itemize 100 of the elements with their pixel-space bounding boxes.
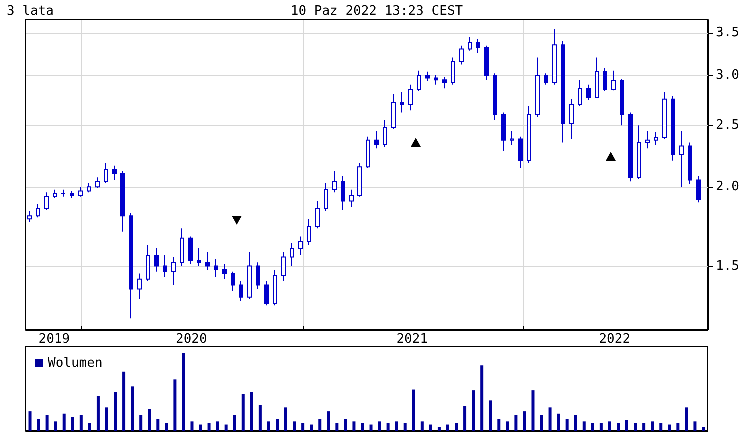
bar <box>685 408 688 431</box>
candlestick <box>662 92 667 140</box>
candlestick <box>501 112 506 152</box>
bar <box>642 423 646 431</box>
candlestick <box>671 96 675 162</box>
x-tick-label: 2019 <box>38 332 70 347</box>
bar <box>480 366 484 431</box>
bar <box>174 380 177 431</box>
chart-title: 3 lata <box>7 4 54 19</box>
bar <box>122 372 126 431</box>
candlestick <box>53 189 57 199</box>
bar <box>276 419 279 431</box>
bar <box>702 427 706 431</box>
bar <box>131 386 134 431</box>
candlestick <box>281 251 286 282</box>
bar <box>540 415 544 431</box>
candlestick <box>578 80 582 108</box>
candlestick <box>120 170 125 232</box>
candlestick <box>417 70 421 92</box>
bar <box>148 409 152 431</box>
candlestick <box>231 271 235 292</box>
candlestick <box>61 189 66 198</box>
bar <box>591 423 594 431</box>
bar <box>114 392 118 431</box>
bar <box>438 427 441 431</box>
candlestick <box>70 190 74 199</box>
bar <box>626 420 629 431</box>
candlestick <box>434 74 438 86</box>
candlestick <box>688 142 692 185</box>
bar <box>224 424 228 431</box>
bar <box>208 423 211 431</box>
x-tick-label: 2021 <box>396 332 428 347</box>
candlestick <box>535 57 540 118</box>
bar <box>71 417 74 431</box>
candlestick <box>163 254 167 278</box>
candlestick <box>628 112 633 182</box>
bar <box>548 408 552 431</box>
bar <box>190 422 194 431</box>
bar <box>608 422 612 431</box>
candlestick <box>611 70 616 92</box>
bar <box>62 414 66 431</box>
candlestick <box>247 251 252 300</box>
bar <box>361 423 364 431</box>
candlestick <box>374 130 379 150</box>
bar <box>455 423 458 431</box>
candlestick <box>459 45 464 66</box>
candlestick <box>552 28 557 86</box>
bar <box>318 419 322 431</box>
bar <box>37 419 40 431</box>
candlestick <box>298 236 303 256</box>
candlestick <box>44 192 49 211</box>
candlestick <box>78 186 83 198</box>
candlestick <box>188 236 193 265</box>
candlestick <box>27 211 32 223</box>
candlestick <box>391 94 396 130</box>
bar <box>165 423 168 431</box>
bar <box>216 422 220 431</box>
candlestick <box>222 264 227 280</box>
bar <box>634 423 638 431</box>
candlestick <box>357 162 362 198</box>
candlestick <box>264 280 269 306</box>
bar <box>557 414 560 431</box>
candlestick <box>620 78 624 126</box>
candlestick <box>527 106 531 164</box>
bar <box>395 422 398 431</box>
bar <box>258 405 262 431</box>
candlestick <box>137 273 142 300</box>
candlestick <box>544 73 548 86</box>
bar <box>302 423 305 431</box>
candlestick <box>468 36 472 52</box>
y-tick-label: 3.5 <box>716 26 740 41</box>
candlestick <box>425 71 430 82</box>
candlestick <box>408 84 413 112</box>
bar <box>498 419 501 431</box>
bar <box>233 415 236 431</box>
candlestick <box>307 218 311 246</box>
bar <box>404 423 407 431</box>
candlestick <box>180 228 184 267</box>
bar <box>242 394 245 431</box>
candlestick <box>595 57 599 99</box>
candlestick <box>476 38 480 54</box>
bar <box>472 390 476 431</box>
bar <box>352 422 356 431</box>
bar <box>489 400 492 431</box>
bar <box>386 423 390 431</box>
bar <box>80 415 83 431</box>
bar <box>327 412 330 431</box>
bar <box>420 422 424 431</box>
bar <box>370 424 373 431</box>
candlestick <box>112 165 117 181</box>
y-tick-label: 2.0 <box>716 180 740 195</box>
candlestick <box>561 40 565 144</box>
candlestick <box>341 176 345 211</box>
bar <box>96 396 100 431</box>
candlestick <box>87 182 91 194</box>
candlestick <box>332 170 337 194</box>
candlestick <box>569 98 574 140</box>
y-tick-label: 2.5 <box>716 118 740 134</box>
bar <box>616 423 620 431</box>
bar <box>660 423 663 431</box>
